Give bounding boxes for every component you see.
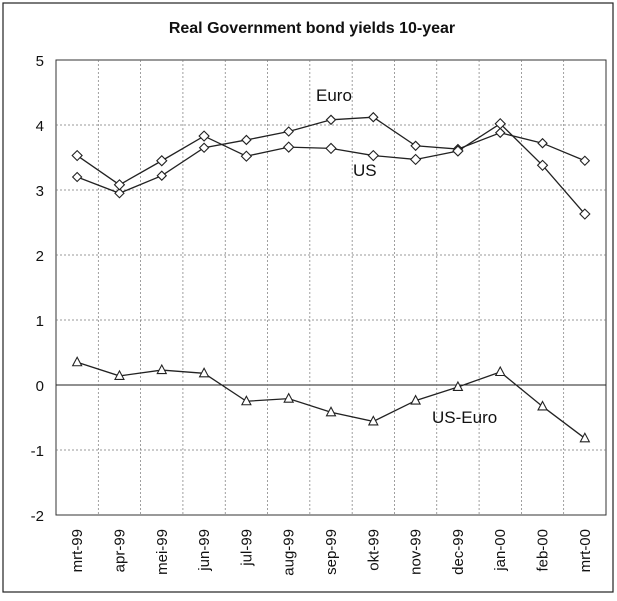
- data-point-us-euro: [537, 400, 548, 411]
- data-point-us-euro: [367, 415, 379, 426]
- x-tick-label: sep-99: [323, 529, 340, 575]
- plot-area: [55, 59, 607, 516]
- data-point-us-euro: [452, 380, 464, 392]
- data-point-euro: [325, 114, 337, 126]
- data-point-euro: [283, 126, 294, 137]
- x-tick-label: jun-99: [196, 529, 213, 572]
- x-tick-label: jul-99: [238, 529, 255, 567]
- data-point-us-euro: [240, 395, 252, 406]
- data-point-us: [367, 149, 380, 162]
- data-point-us: [579, 208, 591, 220]
- data-point-us: [536, 159, 549, 172]
- chart-title: Real Government bond yields 10-year: [169, 20, 455, 37]
- data-point-us-euro: [410, 394, 422, 405]
- data-point-us-euro: [198, 367, 210, 378]
- y-tick-label: 0: [36, 378, 44, 395]
- y-tick-label: -2: [31, 508, 44, 525]
- data-point-us: [325, 142, 337, 155]
- data-point-euro: [198, 142, 210, 154]
- y-tick-label: 1: [36, 313, 44, 330]
- series-label-us-euro: US-Euro: [432, 408, 497, 427]
- series-label-us: US: [353, 161, 377, 180]
- x-tick-label: dec-99: [450, 529, 467, 575]
- x-tick-label: mei-99: [154, 529, 171, 575]
- x-tick-label: apr-99: [111, 529, 128, 572]
- data-point-us: [71, 149, 83, 162]
- data-point-us: [113, 179, 126, 191]
- data-point-us-euro: [114, 369, 125, 380]
- data-point-us-euro: [71, 356, 83, 367]
- x-tick-label: aug-99: [281, 529, 298, 576]
- data-point-us: [156, 155, 168, 167]
- data-point-us: [198, 130, 210, 142]
- y-tick-label: 3: [36, 183, 44, 200]
- grid-layer: [56, 60, 606, 515]
- y-tick-label: 4: [36, 118, 44, 135]
- data-point-us-euro: [156, 363, 168, 375]
- data-point-euro: [241, 134, 252, 146]
- data-point-us: [409, 153, 422, 166]
- data-point-us-euro: [494, 365, 506, 377]
- x-tick-label: okt-99: [365, 529, 382, 571]
- data-point-euro: [71, 171, 83, 183]
- series-label-euro: Euro: [316, 86, 352, 105]
- data-point-us-euro: [283, 392, 295, 403]
- data-point-euro: [494, 127, 506, 139]
- data-point-euro: [156, 170, 168, 181]
- axis-layer: 5 4 3 2 1 0 -1 -2 mrt-99 apr-99 mei-99 jun-99 jul-99…: [31, 53, 594, 576]
- series-layer: [71, 111, 591, 443]
- data-point-us: [494, 117, 506, 130]
- data-point-euro: [114, 187, 125, 199]
- x-tick-label: mrt-99: [69, 529, 86, 572]
- data-point-us: [452, 145, 464, 157]
- y-tick-label: 2: [36, 248, 44, 265]
- y-tick-label: -1: [31, 443, 44, 460]
- data-point-euro: [410, 140, 421, 152]
- data-point-us-euro: [579, 432, 591, 443]
- data-point-us: [282, 141, 295, 153]
- x-tick-label: mrt-00: [577, 529, 594, 572]
- x-tick-label: feb-00: [535, 529, 552, 572]
- data-point-us-euro: [325, 406, 337, 417]
- data-point-euro: [579, 155, 591, 167]
- y-tick-label: 5: [36, 53, 44, 70]
- series-label-layer: Euro US US-Euro: [316, 86, 497, 427]
- x-tick-label: jan-00: [492, 529, 509, 572]
- data-point-euro: [368, 111, 379, 123]
- data-point-euro: [537, 137, 548, 149]
- data-point-us: [240, 150, 253, 162]
- chart-frame: [2, 2, 614, 593]
- x-tick-label: nov-99: [408, 529, 425, 575]
